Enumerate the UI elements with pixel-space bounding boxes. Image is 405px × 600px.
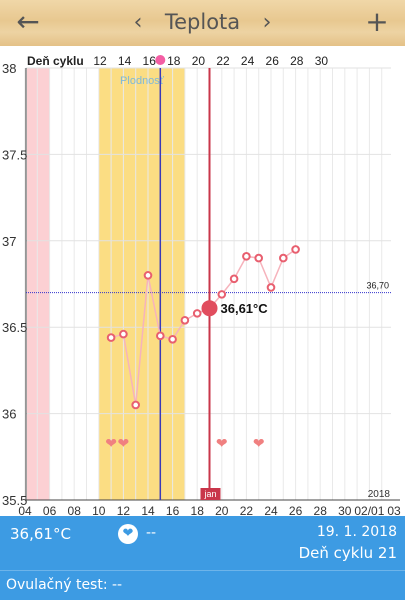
cycle-tick-label: 26: [266, 54, 280, 68]
temperature-point: [156, 331, 165, 341]
intercourse-value: --: [146, 525, 157, 541]
x-tick-label: 22: [240, 504, 254, 516]
temperature-point: [291, 245, 300, 254]
cycle-tick-label: 12: [93, 54, 107, 68]
x-tick-label: 30: [338, 504, 352, 516]
temperature-point: [242, 252, 251, 261]
ovulation-test[interactable]: Ovulačný test: --: [6, 577, 123, 593]
divider: [0, 570, 405, 571]
cycle-tick-label: 14: [118, 54, 132, 68]
temperature-point: [180, 315, 190, 325]
heart-icon[interactable]: ❤: [118, 524, 138, 544]
x-tick-label: 08: [68, 504, 82, 516]
chevron-right-icon[interactable]: ›: [262, 9, 272, 35]
y-tick-label: 37.5: [2, 147, 27, 162]
cycle-day: Deň cyklu 21: [298, 544, 397, 562]
app-header: ← ‹ Teplota › +: [0, 0, 405, 46]
heart-icon: ❤: [118, 436, 130, 452]
temperature-point: [119, 329, 128, 339]
heart-icon: ❤: [105, 436, 117, 452]
temperature-point: [279, 253, 288, 263]
x-tick-label: 10: [92, 504, 106, 516]
temperature-point: [192, 309, 202, 318]
x-tick-label: 24: [264, 504, 278, 516]
arrow-left-icon[interactable]: ←: [16, 5, 40, 38]
temperature-point: [106, 333, 116, 342]
page-title: Teplota: [164, 10, 241, 34]
selected-date: 19. 1. 2018: [316, 524, 397, 540]
today-label: jan: [203, 489, 216, 499]
cycle-tick-label: 22: [216, 54, 230, 68]
selected-temperature: 36,61°C: [10, 525, 71, 543]
coverline-value: 36,70: [366, 281, 389, 291]
y-tick-label: 36.5: [2, 320, 27, 335]
fertile-window-band: [98, 68, 185, 500]
x-tick-label: 18: [191, 504, 205, 516]
x-tick-label: 12: [117, 504, 131, 516]
x-tick-label: 14: [141, 504, 155, 516]
y-tick-label: 37: [2, 234, 16, 249]
ovulation-dot-icon: [155, 55, 166, 65]
x-tick-label: 04: [18, 504, 32, 516]
x-tick-label: 16: [166, 504, 180, 516]
temperature-point: [254, 253, 264, 263]
chevron-left-icon[interactable]: ‹: [133, 9, 143, 35]
x-tick-label: 06: [43, 504, 57, 516]
y-tick-label: 38: [2, 61, 16, 76]
temperature-point: [131, 400, 140, 410]
today-badge: [200, 488, 221, 500]
temperature-point: [168, 334, 177, 344]
temperature-point: [143, 271, 153, 280]
year-label: 2018: [368, 489, 391, 500]
x-tick-label: 02/01: [354, 504, 384, 516]
heart-icon: ❤: [216, 436, 228, 452]
cycle-tick-label: 16: [143, 54, 157, 68]
cycle-day-label: Deň cyklu: [27, 54, 84, 68]
selected-point: [201, 300, 218, 317]
menstruation-band: [27, 68, 50, 500]
x-tick-label: 20: [215, 504, 229, 516]
y-tick-label: 36: [2, 407, 16, 422]
cycle-tick-label: 20: [192, 54, 206, 68]
heart-icon: ❤: [253, 436, 265, 452]
selected-point-label: 36,61°C: [221, 301, 269, 316]
temperature-point: [266, 283, 276, 292]
cycle-tick-label: 30: [315, 54, 329, 68]
cycle-tick-label: 24: [241, 54, 255, 68]
cycle-tick-label: 28: [290, 54, 304, 68]
temperature-chart[interactable]: 38 37.5 37 36.5 36 35.5 Deň cyklu 12 14 16 18 20 22 2…: [0, 46, 405, 516]
cycle-tick-label: 18: [167, 54, 181, 68]
info-panel: 36,61°C ❤ -- 19. 1. 2018 Deň cyklu 21 Ov…: [0, 516, 405, 600]
title-navigator: ‹ Teplota ›: [130, 6, 275, 38]
temperature-point: [217, 290, 227, 299]
x-tick-label: 03: [387, 504, 401, 516]
plus-icon[interactable]: +: [365, 5, 389, 38]
temperature-point: [229, 274, 239, 284]
fertile-label: Plodnosť: [120, 75, 165, 87]
x-tick-label: 26: [289, 504, 303, 516]
y-tick-label: 35.5: [2, 493, 27, 508]
x-tick-label: 28: [314, 504, 328, 516]
